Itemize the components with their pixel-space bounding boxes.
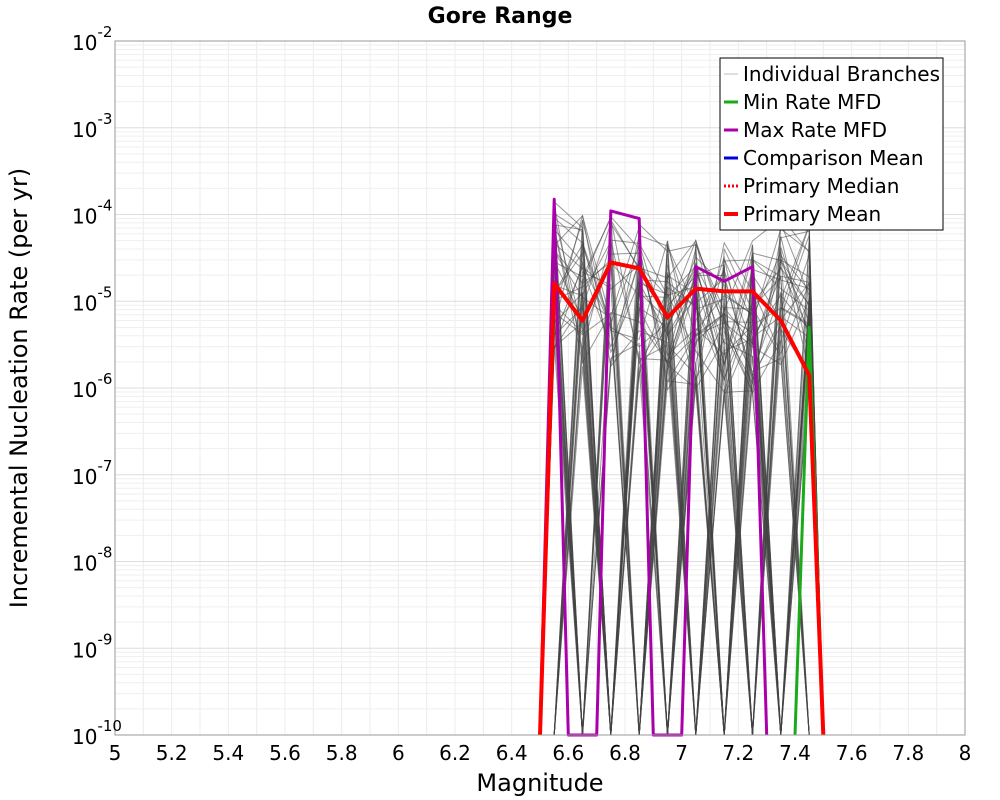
legend-box bbox=[719, 57, 944, 231]
branch-line bbox=[539, 243, 824, 736]
x-tick-label: 5.8 bbox=[326, 741, 358, 765]
x-tick-label: 7.4 bbox=[779, 741, 811, 765]
legend-label: Min Rate MFD bbox=[743, 90, 881, 114]
x-tick-label: 6 bbox=[392, 741, 405, 765]
x-tick-label: 5.4 bbox=[212, 741, 244, 765]
branch-line bbox=[539, 215, 824, 736]
x-tick-label: 6.2 bbox=[439, 741, 471, 765]
x-tick-label: 5 bbox=[109, 741, 122, 765]
x-tick-label: 6.6 bbox=[552, 741, 584, 765]
branch-line bbox=[539, 225, 824, 736]
legend-label: Primary Mean bbox=[743, 202, 881, 226]
x-tick-label: 7.2 bbox=[722, 741, 754, 765]
plot-frame bbox=[114, 40, 966, 736]
legend-label: Primary Median bbox=[743, 174, 899, 198]
legend-label: Max Rate MFD bbox=[743, 118, 887, 142]
legend-label: Individual Branches bbox=[743, 62, 940, 86]
branch-line bbox=[539, 206, 824, 736]
y-axis-title: Incremental Nucleation Rate (per yr) bbox=[5, 168, 33, 608]
branch-line bbox=[540, 307, 824, 736]
legend-label: Comparison Mean bbox=[743, 146, 924, 170]
x-axis-title: Magnitude bbox=[476, 769, 603, 797]
chart-title: Gore Range bbox=[428, 4, 573, 29]
grid bbox=[114, 41, 966, 736]
x-axis-ticks: 5 5.2 5.4 5.6 5.8 6 6.2 6.4 6.6 6.8 7 7.2 7.4 7.6 7.8 8 bbox=[109, 741, 972, 765]
legend: Individual Branches Min Rate MFD Max Rate … bbox=[719, 57, 944, 231]
series-lines bbox=[538, 197, 826, 737]
branch-line bbox=[539, 242, 824, 736]
x-tick-label: 7.6 bbox=[836, 741, 868, 765]
x-tick-label: 5.6 bbox=[269, 741, 301, 765]
x-tick-label: 7.8 bbox=[892, 741, 924, 765]
x-tick-label: 5.2 bbox=[156, 741, 188, 765]
x-tick-label: 8 bbox=[959, 741, 972, 765]
branch-line bbox=[540, 215, 824, 736]
primary-mean-line bbox=[538, 260, 826, 736]
x-tick-label: 6.8 bbox=[609, 741, 641, 765]
max-rate-mfd-line bbox=[538, 197, 769, 737]
branch-line bbox=[539, 243, 824, 736]
x-tick-label: 6.4 bbox=[496, 741, 528, 765]
branch-line bbox=[540, 241, 824, 736]
x-tick-label: 7 bbox=[675, 741, 688, 765]
